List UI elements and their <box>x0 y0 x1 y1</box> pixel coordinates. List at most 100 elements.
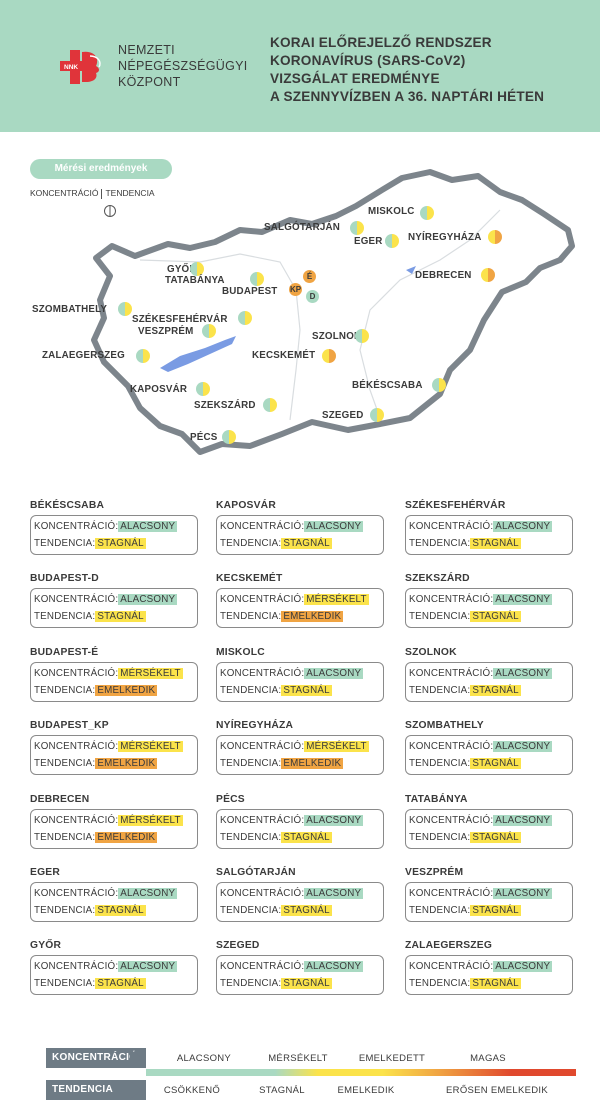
result-card: KONCENTRÁCIÓ: MÉRSÉKELT TENDENCIA: EMELKEDI… <box>30 735 198 776</box>
concentration-value: ALACSONY <box>304 888 364 899</box>
trend-row: TENDENCIA: STAGNÁL <box>34 902 197 919</box>
concentration-label: KONCENTRÁCIÓ: <box>220 741 305 753</box>
concentration-row: KONCENTRÁCIÓ: ALACSONY <box>220 665 383 682</box>
concentration-label: KONCENTRÁCIÓ: <box>409 961 494 973</box>
card-title: BUDAPEST-É <box>30 646 99 658</box>
status-dot-icon <box>238 311 252 325</box>
result-card: KONCENTRÁCIÓ: MÉRSÉKELT TENDENCIA: EMELKEDI… <box>30 661 198 702</box>
trend-label: TENDENCIA: <box>409 611 471 623</box>
measurement-results-badge: Mérési eredmények <box>30 159 172 179</box>
card-title: KECSKEMÉT <box>216 573 283 585</box>
title-line: KORAI ELŐREJELZŐ RENDSZER <box>270 35 492 50</box>
concentration-row: KONCENTRÁCIÓ: MÉRSÉKELT <box>34 812 197 829</box>
lake-tisza <box>406 266 416 274</box>
triangle-marker-icon <box>130 1081 142 1099</box>
result-card: KONCENTRÁCIÓ: ALACSONY TENDENCIA: STAGNÁL <box>405 882 573 922</box>
city-label: SZEKSZÁRD <box>194 400 256 411</box>
card-title: BUDAPEST-D <box>30 573 99 585</box>
card-title: GYŐR <box>30 940 62 952</box>
status-dot-icon <box>432 378 446 392</box>
status-dot-icon <box>355 329 369 343</box>
concentration-value: MÉRSÉKELT <box>118 667 183 679</box>
city-label: BUDAPEST <box>222 286 278 297</box>
trend-row: TENDENCIA: STAGNÁL <box>220 975 383 992</box>
concentration-value: ALACSONY <box>118 961 178 973</box>
trend-row: TENDENCIA: EMELKEDIK <box>220 755 383 772</box>
result-card: KONCENTRÁCIÓ: ALACSONY TENDENCIA: STAGNÁL <box>405 955 573 996</box>
card-title: PÉCS <box>216 793 245 805</box>
legend-gradient-bar <box>146 1069 576 1076</box>
org-line: KÖZPONT <box>118 75 181 89</box>
status-dot-icon <box>370 408 384 422</box>
key-divider <box>101 188 103 199</box>
trend-value: STAGNÁL <box>281 831 332 843</box>
city-label: SZEGED <box>322 410 364 421</box>
concentration-value: ALACSONY <box>304 667 364 679</box>
status-dot-icon <box>190 262 204 276</box>
card-title: SZEKSZÁRD <box>405 573 470 585</box>
result-card: KONCENTRÁCIÓ: ALACSONY TENDENCIA: STAGNÁL <box>405 661 573 702</box>
trend-value: EMELKEDIK <box>95 684 158 696</box>
org-line: NÉPEGÉSZSÉGÜGYI <box>118 59 248 73</box>
trend-value: STAGNÁL <box>470 905 521 916</box>
trend-value: STAGNÁL <box>470 978 521 990</box>
concentration-label: KONCENTRÁCIÓ: <box>409 667 494 679</box>
card-title: NYÍREGYHÁZA <box>216 720 294 732</box>
trend-row: TENDENCIA: STAGNÁL <box>409 829 572 846</box>
legend-concentration-item: MAGAS <box>470 1053 506 1064</box>
trend-label: TENDENCIA: <box>34 905 96 916</box>
trend-label: TENDENCIA: <box>409 978 471 990</box>
legend-trend-item: ERŐSEN EMELKEDIK <box>446 1085 548 1096</box>
trend-row: TENDENCIA: STAGNÁL <box>220 902 383 919</box>
status-dot-icon <box>202 324 216 338</box>
city-label: SZOLNOK <box>312 331 362 342</box>
svg-text:NNK: NNK <box>64 64 78 71</box>
trend-row: TENDENCIA: EMELKEDIK <box>34 755 197 772</box>
card-title: ZALAEGERSZEG <box>405 940 493 952</box>
city-label: GYŐR <box>167 264 197 275</box>
card-title: EGER <box>30 867 60 878</box>
concentration-row: KONCENTRÁCIÓ: ALACSONY <box>34 518 197 535</box>
trend-value: STAGNÁL <box>95 905 146 916</box>
concentration-row: KONCENTRÁCIÓ: ALACSONY <box>409 518 572 535</box>
trend-label: TENDENCIA: <box>220 905 282 916</box>
trend-value: STAGNÁL <box>281 978 332 990</box>
trend-label: TENDENCIA: <box>34 538 96 549</box>
concentration-row: KONCENTRÁCIÓ: ALACSONY <box>409 958 572 975</box>
concentration-label: KONCENTRÁCIÓ: <box>409 814 494 826</box>
concentration-label: KONCENTRÁCIÓ: <box>34 961 119 973</box>
result-card: KONCENTRÁCIÓ: ALACSONY TENDENCIA: STAGNÁL <box>405 735 573 776</box>
trend-label: TENDENCIA: <box>34 684 96 696</box>
trend-value: STAGNÁL <box>470 611 521 623</box>
trend-row: TENDENCIA: STAGNÁL <box>409 755 572 772</box>
status-dot-icon <box>250 272 264 286</box>
concentration-value: ALACSONY <box>493 521 553 532</box>
header-banner: NNK NEMZETI NÉPEGÉSZSÉGÜGYI KÖZPONT KORA… <box>0 0 600 132</box>
trend-label: TENDENCIA: <box>220 538 282 549</box>
trend-row: TENDENCIA: STAGNÁL <box>409 902 572 919</box>
trend-row: TENDENCIA: STAGNÁL <box>409 975 572 992</box>
status-dot-icon <box>118 302 132 316</box>
concentration-row: KONCENTRÁCIÓ: ALACSONY <box>409 738 572 755</box>
legend-trend-item: STAGNÁL <box>259 1085 305 1096</box>
concentration-row: KONCENTRÁCIÓ: MÉRSÉKELT <box>220 591 383 608</box>
concentration-row: KONCENTRÁCIÓ: MÉRSÉKELT <box>34 738 197 755</box>
card-title: SZOLNOK <box>405 646 457 658</box>
trend-row: TENDENCIA: STAGNÁL <box>34 975 197 992</box>
city-label: SALGÓTARJÁN <box>264 222 341 233</box>
legend-concentration-item: EMELKEDETT <box>358 1053 426 1064</box>
key-split-circle-icon <box>104 205 116 217</box>
trend-label: TENDENCIA: <box>220 831 282 843</box>
status-dot-icon <box>136 349 150 363</box>
concentration-value: MÉRSÉKELT <box>118 741 183 753</box>
status-dot-icon <box>385 234 399 248</box>
trend-value: STAGNÁL <box>95 611 146 623</box>
concentration-value: ALACSONY <box>118 521 178 532</box>
city-label: TATABÁNYA <box>165 275 225 286</box>
status-dot-icon <box>420 206 434 220</box>
concentration-row: KONCENTRÁCIÓ: ALACSONY <box>34 591 197 608</box>
concentration-label: KONCENTRÁCIÓ: <box>220 594 305 606</box>
trend-value: EMELKEDIK <box>95 758 158 770</box>
trend-value: STAGNÁL <box>470 684 521 696</box>
concentration-label: KONCENTRÁCIÓ: <box>34 594 119 606</box>
